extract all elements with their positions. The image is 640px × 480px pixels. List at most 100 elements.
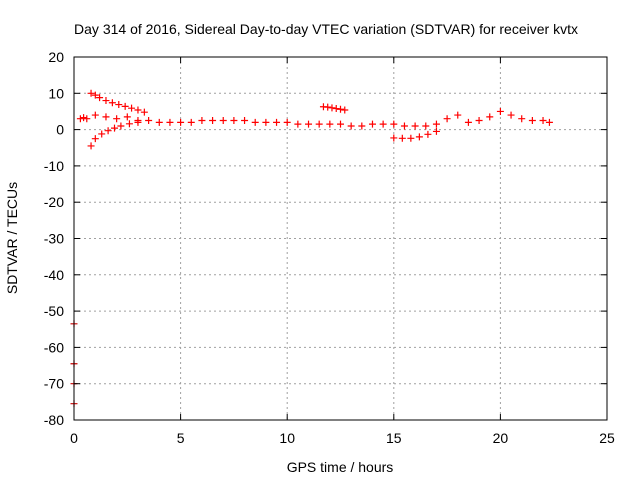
data-point: [177, 118, 185, 126]
data-point: [87, 142, 95, 150]
data-point: [219, 117, 227, 125]
data-point: [332, 105, 340, 113]
data-point: [145, 117, 153, 125]
data-point: [91, 111, 99, 119]
data-point: [432, 120, 440, 128]
data-point: [166, 118, 174, 126]
data-point: [155, 118, 163, 126]
y-tick-label: -70: [44, 376, 64, 392]
data-point: [398, 134, 406, 142]
data-point: [121, 102, 129, 110]
data-point: [496, 107, 504, 115]
data-point: [134, 118, 142, 126]
data-point: [104, 127, 112, 135]
data-point: [198, 117, 206, 125]
data-point: [96, 94, 104, 102]
chart-title: Day 314 of 2016, Sidereal Day-to-day VTE…: [74, 21, 578, 37]
data-point: [108, 99, 116, 107]
series-main-band: [76, 107, 553, 130]
data-point: [102, 113, 110, 121]
data-point: [113, 115, 121, 123]
data-point: [80, 114, 88, 122]
data-point: [407, 134, 415, 142]
data-point: [358, 122, 366, 130]
data-point: [390, 120, 398, 128]
y-tick-label: -60: [44, 339, 64, 355]
series-lower-branch: [87, 118, 142, 150]
data-point: [368, 120, 376, 128]
data-point: [125, 120, 133, 128]
data-points: [70, 89, 553, 408]
tick-labels: 0 5 10 15 20 25 20 10 0 -10 -20 -30 -40 -50 -60 -70 -80: [44, 49, 615, 446]
data-point: [91, 135, 99, 143]
data-point: [337, 120, 344, 128]
data-point: [102, 97, 110, 105]
data-point: [283, 118, 291, 126]
y-tick-label: -50: [44, 303, 64, 319]
data-point: [134, 106, 142, 114]
y-tick-label: -40: [44, 267, 64, 283]
y-tick-label: -30: [44, 231, 64, 247]
data-point: [187, 118, 195, 126]
data-point: [123, 113, 131, 121]
y-tick-label: 10: [48, 85, 64, 101]
data-point: [111, 124, 119, 132]
data-point: [140, 108, 148, 116]
data-point: [422, 122, 430, 130]
data-point: [241, 117, 249, 125]
series-cluster-near-12h: [319, 103, 349, 114]
data-point: [315, 120, 323, 128]
data-point: [98, 130, 106, 138]
data-point: [328, 104, 336, 112]
data-point: [209, 117, 217, 125]
data-point: [337, 105, 344, 113]
data-point: [518, 115, 526, 123]
data-point: [400, 122, 408, 130]
y-tick-label: -20: [44, 194, 64, 210]
data-point: [411, 122, 419, 130]
data-point: [273, 118, 281, 126]
data-point: [91, 91, 99, 99]
data-point: [507, 111, 515, 119]
data-point: [324, 103, 332, 111]
data-point: [379, 120, 387, 128]
data-point: [486, 113, 494, 121]
data-point: [390, 134, 398, 142]
grid: [74, 57, 607, 420]
y-tick-label: -80: [44, 412, 64, 428]
axis-ticks: [73, 56, 608, 421]
data-point: [115, 101, 123, 109]
data-point: [528, 117, 536, 125]
data-point: [475, 117, 483, 125]
x-tick-label: 20: [493, 430, 509, 446]
data-point: [341, 106, 349, 114]
x-tick-label: 0: [70, 430, 78, 446]
data-point: [83, 115, 91, 123]
data-point: [128, 104, 136, 112]
data-point: [294, 120, 302, 128]
data-point: [443, 115, 451, 123]
x-tick-label: 15: [386, 430, 402, 446]
series-cluster-near-15-5h: [390, 127, 440, 142]
y-tick-label: -10: [44, 158, 64, 174]
x-axis-label: GPS time / hours: [287, 459, 394, 475]
data-point: [262, 118, 270, 126]
data-point: [87, 89, 95, 97]
data-point: [432, 127, 440, 135]
data-point: [326, 120, 334, 128]
y-tick-label: 20: [48, 49, 64, 65]
data-point: [454, 111, 462, 119]
data-point: [347, 122, 355, 130]
data-point: [76, 115, 84, 123]
x-tick-label: 10: [279, 430, 295, 446]
data-point: [251, 118, 259, 126]
data-point: [424, 130, 432, 138]
series-upper-branch: [87, 89, 148, 116]
data-point: [539, 117, 547, 125]
data-point: [415, 133, 423, 141]
x-tick-label: 5: [177, 430, 185, 446]
data-point: [117, 122, 125, 130]
data-point: [545, 118, 553, 126]
